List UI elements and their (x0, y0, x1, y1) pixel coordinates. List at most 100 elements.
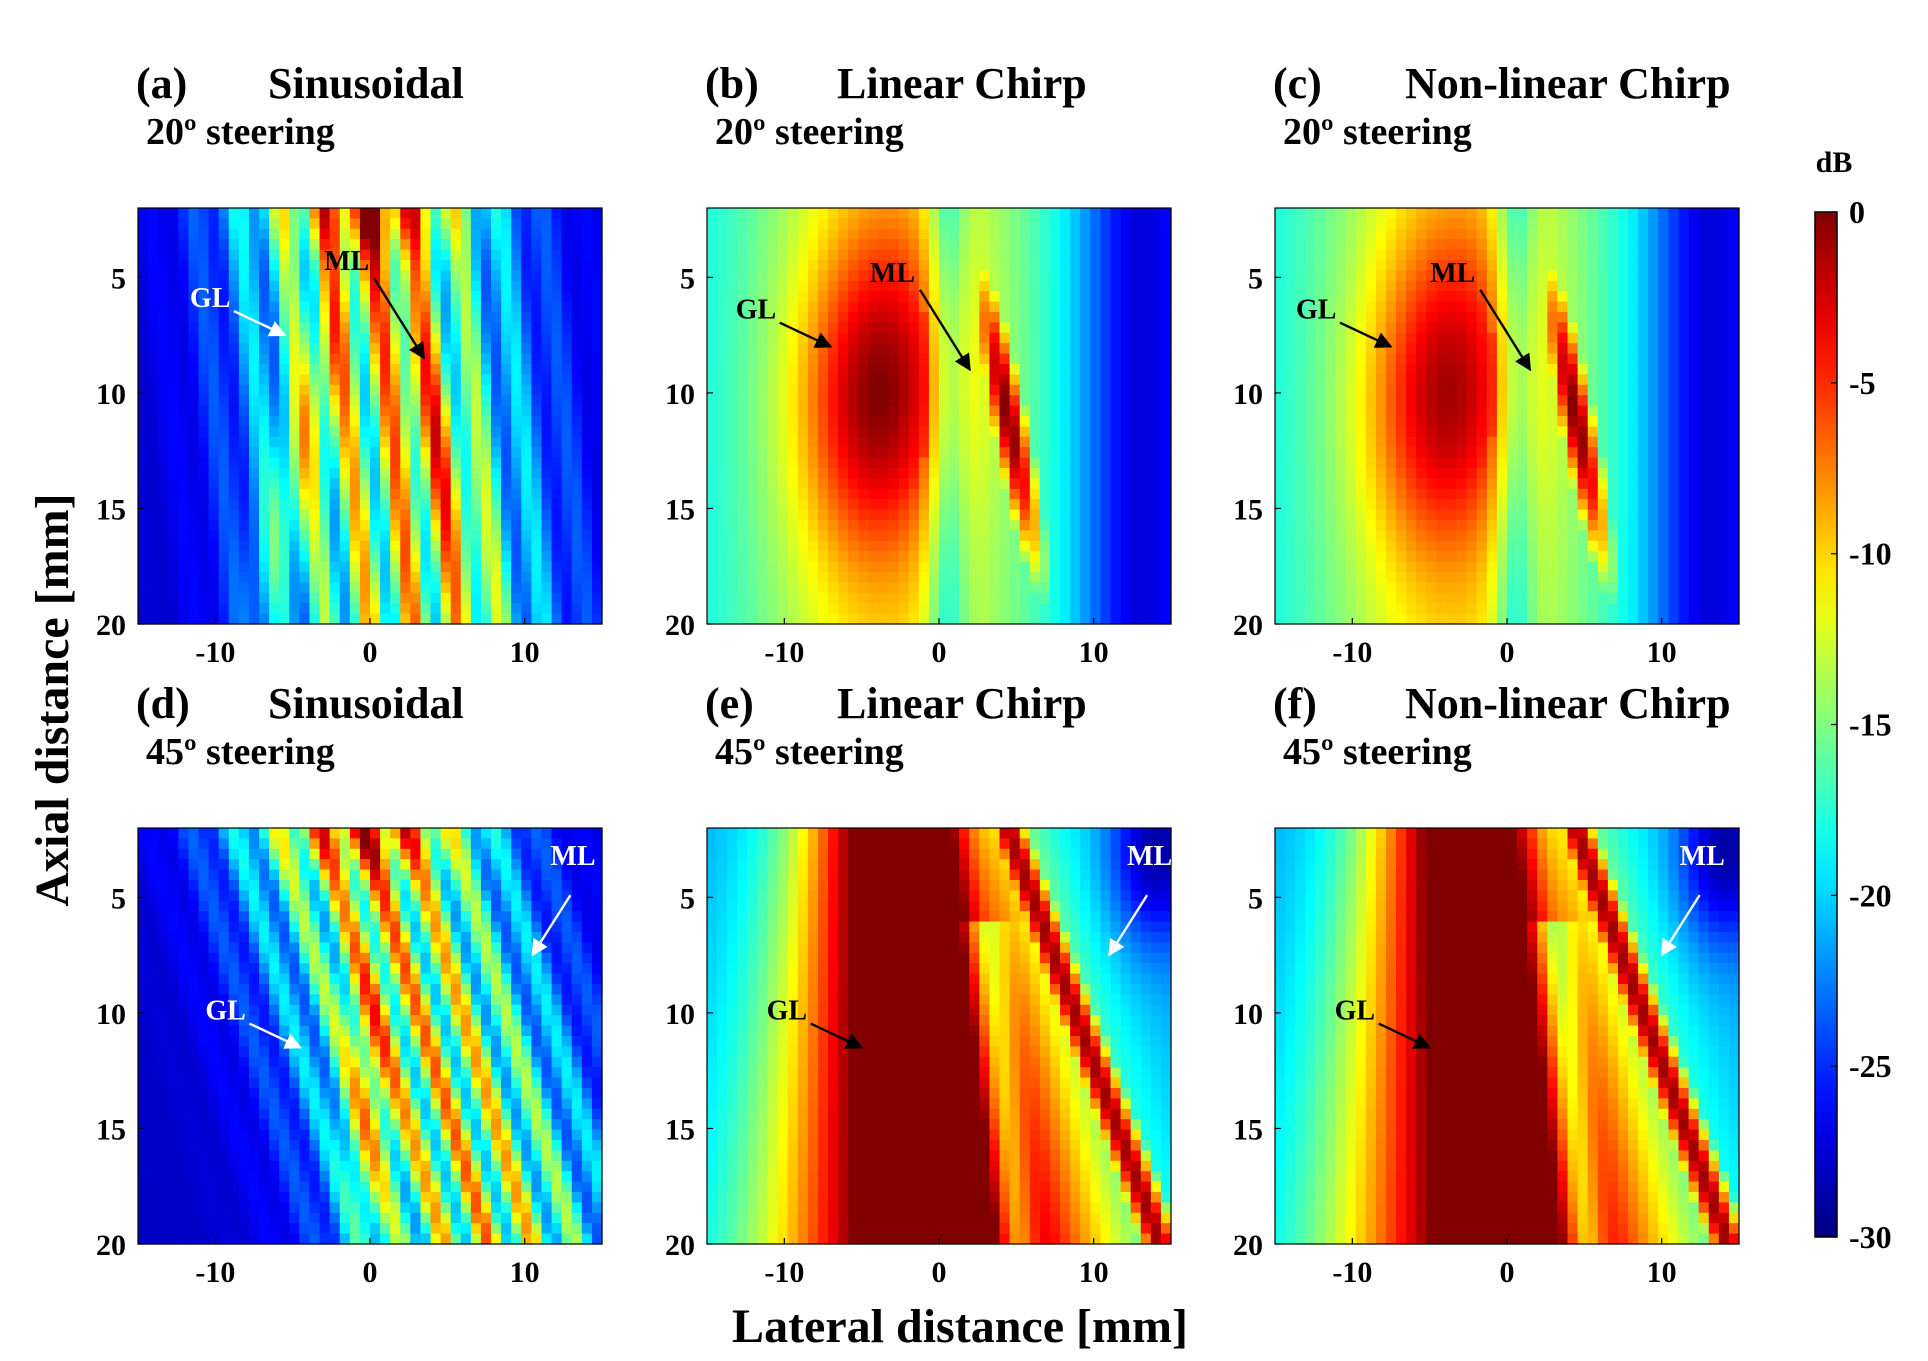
heatmap-cell (1577, 478, 1589, 490)
heatmap-cell (380, 416, 391, 427)
heatmap-cell (420, 613, 432, 625)
heatmap-cell (888, 613, 900, 625)
heatmap-cell (1718, 426, 1730, 438)
heatmap-cell (807, 520, 819, 531)
heatmap-cell (989, 436, 1001, 448)
heatmap-cell (1708, 249, 1720, 261)
heatmap-cell (178, 592, 190, 604)
heatmap-cell (928, 540, 940, 552)
heatmap-cell (1070, 332, 1081, 344)
heatmap-cell (1080, 488, 1091, 500)
heatmap-cell (269, 280, 280, 292)
heatmap-cell (888, 457, 900, 469)
heatmap-cell (1466, 416, 1478, 427)
heatmap-cell (868, 509, 880, 521)
heatmap-cell (1577, 416, 1589, 427)
heatmap-cell (1120, 478, 1132, 490)
heatmap-cell (848, 436, 859, 448)
heatmap-cell (1100, 561, 1112, 573)
heatmap-cell (440, 291, 452, 303)
heatmap-cell (531, 405, 543, 417)
heatmap-cell (248, 416, 260, 427)
heatmap-cell (168, 509, 179, 521)
heatmap-cell (838, 603, 849, 615)
heatmap-cell (158, 218, 169, 230)
heatmap-cell (959, 613, 970, 625)
heatmap-cell (727, 249, 738, 261)
heatmap-cell (359, 405, 371, 417)
heatmap-cell (1039, 343, 1051, 355)
heatmap-cell (349, 592, 361, 604)
heatmap-cell (370, 478, 381, 490)
heatmap-cell (1537, 488, 1548, 500)
heatmap-cell (1607, 457, 1619, 469)
heatmap-cell (410, 260, 422, 271)
heatmap-cell (999, 603, 1011, 615)
heatmap-cell (1049, 239, 1061, 251)
heatmap-cell (148, 374, 159, 386)
heatmap-cell (460, 291, 472, 303)
heatmap-cell (299, 384, 311, 396)
x-tick-label: -10 (195, 636, 235, 669)
heatmap-cell (747, 457, 759, 469)
heatmap-cell (939, 499, 950, 511)
heatmap-cell (797, 395, 809, 407)
heatmap-cell (757, 291, 769, 303)
heatmap-cell (400, 468, 411, 479)
heatmap-cell (1577, 332, 1589, 344)
heatmap-cell (1355, 260, 1367, 271)
heatmap-cell (898, 572, 910, 583)
heatmap-cell (1587, 312, 1599, 323)
heatmap-cell (1658, 301, 1669, 313)
heatmap-cell (501, 582, 512, 594)
heatmap-cell (1446, 270, 1458, 282)
heatmap-cell (521, 364, 532, 375)
heatmap-cell (188, 218, 200, 230)
heatmap-cell (898, 249, 910, 261)
heatmap-cell (480, 561, 492, 573)
heatmap-cell (1628, 343, 1639, 355)
heatmap-cell (400, 551, 411, 563)
heatmap-cell (828, 374, 839, 386)
heatmap-cell (828, 301, 839, 313)
heatmap-cell (757, 540, 769, 552)
heatmap-cell (581, 353, 593, 365)
heatmap-cell (329, 405, 341, 417)
heatmap-cell (168, 468, 179, 479)
heatmap-cell (390, 332, 401, 344)
heatmap-cell (400, 447, 411, 459)
heatmap-cell (737, 291, 748, 303)
heatmap-cell (848, 540, 859, 552)
heatmap-cell (1466, 478, 1478, 490)
heatmap-cell (138, 395, 149, 407)
heatmap-cell (1100, 478, 1112, 490)
heatmap-cell (571, 395, 583, 407)
heatmap-cell (898, 582, 910, 594)
heatmap-cell (918, 520, 930, 531)
heatmap-cell (1070, 499, 1081, 511)
heatmap-cell (1275, 468, 1286, 479)
heatmap-cell (807, 280, 819, 292)
heatmap-cell (269, 509, 280, 521)
heatmap-cell (1385, 353, 1397, 365)
heatmap-cell (1406, 260, 1417, 271)
heatmap-cell (1110, 416, 1122, 427)
heatmap-cell (1110, 582, 1122, 594)
heatmap-cell (1375, 208, 1387, 219)
heatmap-cell (218, 551, 230, 563)
heatmap-cell (591, 478, 603, 490)
heatmap-cell (238, 270, 250, 282)
heatmap-cell (908, 592, 920, 604)
heatmap-cell (868, 374, 880, 386)
heatmap-cell (1150, 343, 1162, 355)
heatmap-cell (1019, 561, 1031, 573)
heatmap-cell (1688, 249, 1700, 261)
heatmap-cell (767, 301, 779, 313)
heatmap-cell (898, 540, 910, 552)
heatmap-cell (1305, 291, 1316, 303)
heatmap-cell (1587, 322, 1599, 334)
heatmap-cell (591, 228, 603, 240)
heatmap-cell (878, 457, 890, 469)
heatmap-cell (440, 405, 452, 417)
heatmap-cell (1688, 280, 1700, 292)
